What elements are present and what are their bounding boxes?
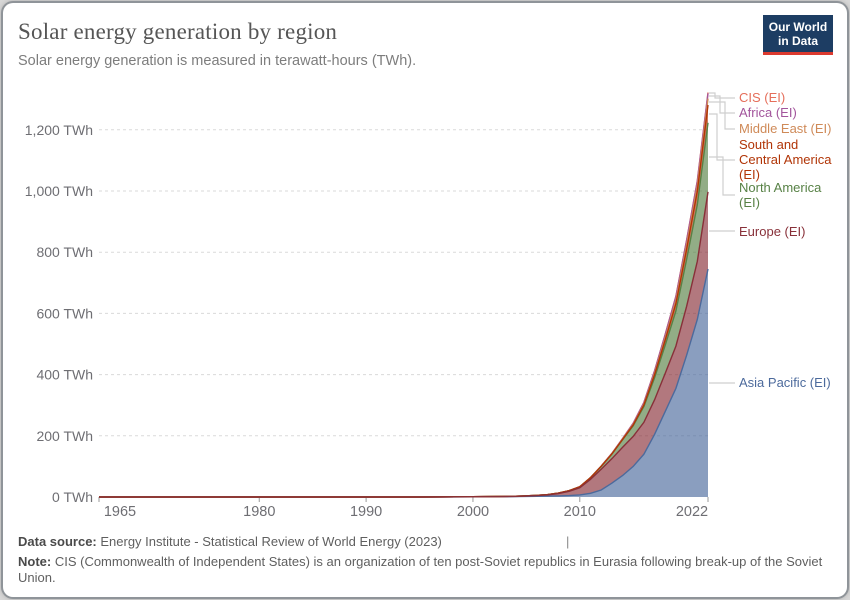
x-axis-tick-label: 1980 [243,504,275,520]
legend-item-cis[interactable]: CIS (EI) [739,90,786,105]
legend-item-europe[interactable]: Europe (EI) [739,224,806,239]
legend-item-middle[interactable]: Middle East (EI) [739,121,832,136]
datasource-line: Data source: Energy Institute - Statisti… [18,534,828,551]
area-band-north-america-ei[interactable] [99,122,708,498]
note-line: Note: CIS (Commonwealth of Independent S… [18,554,828,587]
chart-footer: Data source: Energy Institute - Statisti… [18,534,828,587]
legend-item-asia[interactable]: Asia Pacific (EI) [739,375,831,390]
legend-connector [709,113,735,161]
y-axis-tick-label: 1,200 TWh [25,122,93,138]
stacked-area-chart[interactable]: 0 TWh 200 TWh 400 TWh 600 TWh 800 TWh 1,000 T… [3,3,847,533]
datasource-label: Data source: [18,534,97,549]
legend-connector [709,95,735,114]
chart-card: Solar energy generation by region Solar … [3,3,847,597]
area-edge [99,92,709,498]
legend-item-south[interactable]: South and Central America (EI) [739,137,832,182]
y-axis-tick-label: 1,000 TWh [25,183,93,199]
footer-divider: | [566,534,570,549]
owid-logo[interactable]: Our World in Data [763,15,833,55]
x-axis-tick-label: 1965 [104,504,136,520]
note-text: CIS (Commonwealth of Independent States)… [18,553,823,586]
area-band-middle-east-ei[interactable] [99,98,708,497]
page-title: Solar energy generation by region [18,19,338,44]
area-edge [99,191,709,498]
legend-item-north[interactable]: North America (EI) [739,180,822,210]
area-band-cis-ei[interactable] [99,92,708,498]
owid-logo-line1: Our World [768,20,828,34]
y-axis-tick-label: 400 TWh [36,367,93,383]
area-edge [99,98,709,498]
x-axis-tick-label: 2000 [457,504,489,520]
area-band-south-and-central-america-ei[interactable] [99,105,708,497]
area-edge [99,93,709,498]
area-edge [99,104,709,498]
x-axis-tick-label: 2022 [676,504,708,520]
y-axis-tick-label: 800 TWh [36,244,93,260]
legend-item-africa[interactable]: Africa (EI) [739,105,797,120]
owid-logo-line2: in Data [777,34,818,48]
y-axis-tick-label: 200 TWh [36,428,93,444]
x-axis-tick-label: 2010 [564,504,596,520]
datasource-text: Energy Institute - Statistical Review of… [96,534,442,549]
y-axis-tick-label: 0 TWh [52,489,93,505]
y-axis-tick-label: 600 TWh [36,305,93,321]
area-band-asia-pacific-ei[interactable] [99,269,708,497]
note-label: Note: [18,553,52,569]
chart-subtitle: Solar energy generation is measured in t… [18,53,417,69]
area-edge [99,122,709,498]
x-axis-tick-label: 1990 [350,504,382,520]
legend-connector [709,101,735,130]
legend-connector [709,156,735,196]
area-band-africa-ei[interactable] [99,93,708,498]
